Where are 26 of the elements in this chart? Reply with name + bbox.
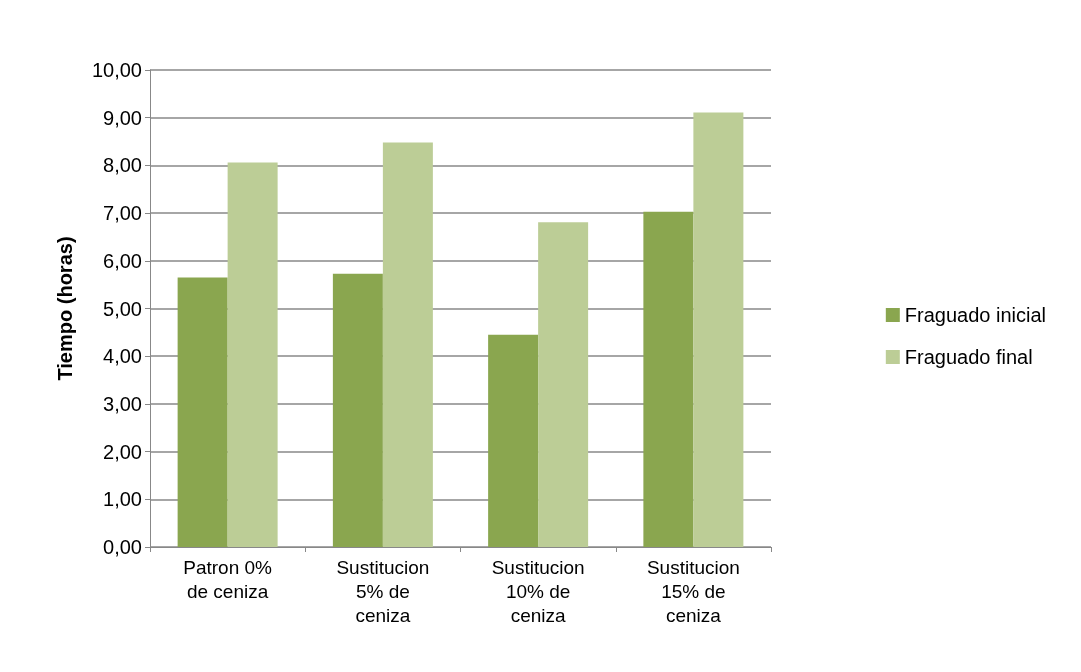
bar: [538, 222, 589, 547]
y-tick-label: 9,00: [103, 106, 142, 129]
legend-label: Fraguado final: [904, 346, 1033, 368]
x-tick-label: Sustitucion 5% de ceniza: [336, 556, 430, 626]
y-tick-label: 10,00: [91, 59, 142, 81]
y-tick-label: 6,00: [103, 249, 142, 272]
x-tick-label: Sustitucion 10% de ceniza: [491, 556, 585, 626]
bar: [332, 273, 383, 547]
bar: [382, 142, 433, 547]
y-tick-label: 4,00: [103, 345, 142, 368]
bar: [488, 334, 539, 547]
y-axis-title: Tiempo (horas): [54, 236, 76, 381]
y-tick-label: 8,00: [103, 154, 142, 177]
bar: [177, 277, 228, 547]
bar: [693, 112, 744, 547]
y-tick-label: 1,00: [103, 488, 142, 511]
x-tick-label: Patron 0% de ceniza: [183, 556, 273, 602]
y-tick-label: 3,00: [103, 392, 142, 415]
x-tick-label: Sustitucion 15% de ceniza: [646, 556, 740, 626]
y-tick-label: 5,00: [103, 297, 142, 320]
bar: [227, 162, 278, 547]
legend-label: Fraguado inicial: [904, 304, 1047, 326]
y-tick-label: 2,00: [103, 440, 142, 463]
bar: [643, 211, 694, 547]
y-tick-label: 7,00: [103, 202, 142, 225]
y-tick-label: 0,00: [103, 536, 142, 558]
